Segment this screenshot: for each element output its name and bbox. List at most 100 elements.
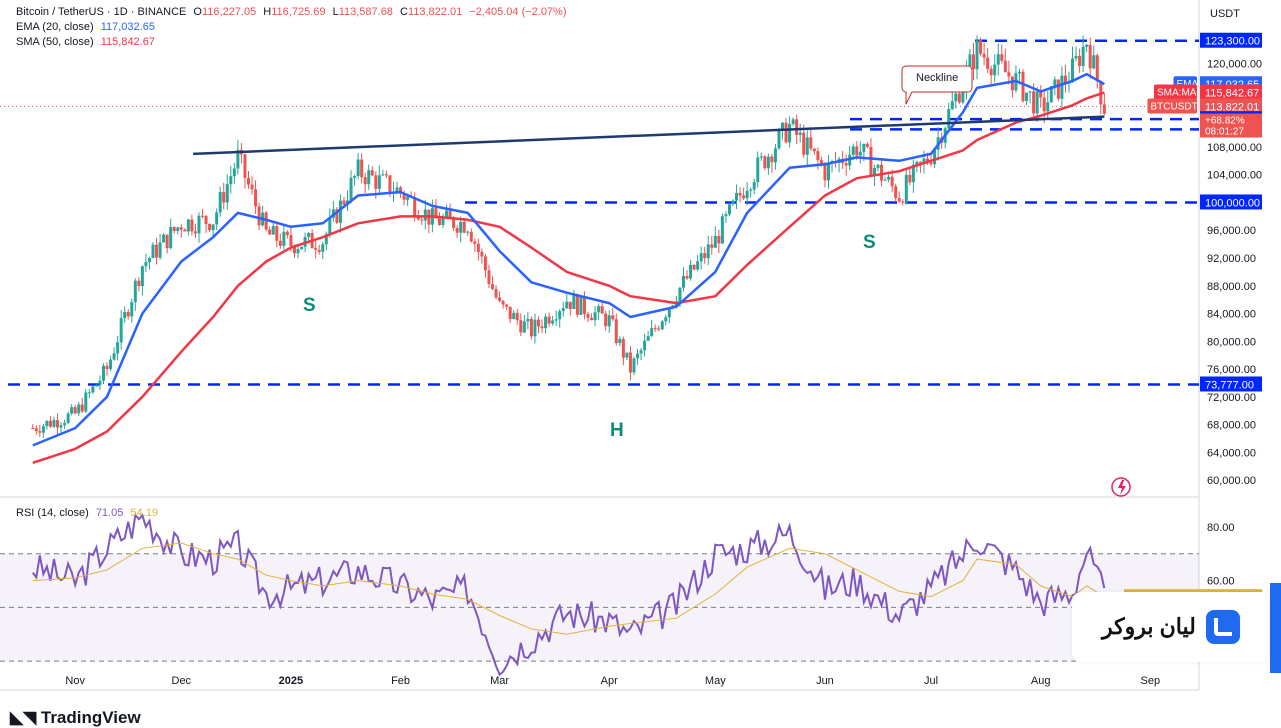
ema-20-line — [32, 72, 1105, 447]
high-label: H — [263, 6, 272, 18]
candle-body — [105, 365, 109, 370]
side-tab[interactable] — [1270, 583, 1281, 673]
candle-body — [607, 315, 611, 327]
candle-body — [954, 93, 958, 102]
rsi-ma-value: 54.19 — [130, 507, 158, 519]
candle-body — [349, 177, 353, 201]
candle-body — [1039, 91, 1043, 98]
time-axis-label: Nov — [65, 675, 85, 687]
candle-body — [933, 149, 937, 165]
candle-body — [367, 170, 371, 185]
candle-body — [1095, 55, 1099, 82]
price-badge-tag — [1147, 98, 1197, 114]
candle-body — [957, 93, 961, 103]
price-badge — [1200, 98, 1262, 114]
candle-body — [1102, 104, 1106, 114]
candle-body — [480, 251, 484, 257]
candle-body — [689, 264, 693, 279]
candle-body — [770, 156, 774, 163]
candle-body — [788, 123, 792, 143]
candle-body — [101, 365, 105, 381]
candle-body — [296, 249, 300, 254]
candle-body — [600, 306, 604, 314]
candle-body — [904, 174, 908, 203]
close-label: C — [400, 6, 408, 18]
lian-broker-logo-icon — [1205, 610, 1240, 644]
candle-body — [897, 198, 901, 202]
candle-body — [809, 137, 813, 149]
candle-body — [229, 176, 233, 185]
ema-legend[interactable]: EMA (20, close) 117,032.65 — [16, 20, 155, 34]
time-axis-label: Mar — [490, 675, 509, 687]
candle-body — [554, 319, 558, 321]
candle-body — [254, 189, 258, 207]
price-tick-label: 68,000.00 — [1207, 420, 1256, 432]
sma-label: SMA (50, close) — [16, 36, 94, 48]
candle-body — [713, 235, 717, 248]
candle-body — [660, 321, 664, 330]
candle-body — [805, 137, 809, 155]
rsi-legend[interactable]: RSI (14, close) 71.05 54.19 — [16, 506, 158, 520]
candle-body — [1035, 91, 1039, 114]
neckline-label: Neckline — [916, 72, 958, 84]
candle-body — [961, 87, 965, 103]
candle-body — [901, 201, 905, 203]
candle-body — [798, 132, 802, 135]
change-badge — [1200, 113, 1262, 138]
low-label: L — [332, 6, 339, 18]
candle-body — [565, 301, 569, 309]
candle-body — [572, 295, 576, 310]
candle-body — [215, 212, 219, 225]
candle-body — [473, 241, 477, 244]
candle-body — [979, 40, 983, 54]
candle-body — [80, 404, 84, 412]
candle-body — [201, 215, 205, 217]
candle-body — [826, 163, 830, 181]
candle-body — [579, 296, 583, 315]
price-badge — [1200, 84, 1262, 100]
candle-body — [855, 146, 859, 156]
open-label: O — [193, 6, 202, 18]
candle-body — [155, 244, 159, 258]
candle-body — [483, 256, 487, 271]
candle-body — [77, 404, 81, 414]
candle-body — [1046, 102, 1050, 112]
price-badge-text: 115,842.67 — [1205, 88, 1259, 100]
price-badge-tag-text: SMA:MA — [1157, 88, 1197, 99]
sma-legend[interactable]: SMA (50, close) 115,842.67 — [16, 35, 155, 49]
candle-body — [94, 384, 98, 387]
price-tick-label: 64,000.00 — [1207, 447, 1256, 459]
lightning-icon — [1118, 480, 1126, 495]
candle-body — [130, 302, 134, 317]
candle-body — [34, 428, 38, 432]
candle-body — [1010, 76, 1014, 91]
candle-body — [1028, 91, 1032, 93]
symbol-title: Bitcoin / TetherUS · 1D · BINANCE — [16, 6, 187, 18]
candle-body — [487, 270, 491, 285]
candle-body — [193, 231, 197, 234]
candle-body — [31, 428, 35, 430]
candle-body — [462, 221, 466, 233]
candle-body — [1032, 91, 1036, 114]
candle-body — [766, 156, 770, 169]
candle-body — [491, 284, 495, 289]
candle-body — [512, 312, 516, 320]
candle-body — [971, 54, 975, 70]
price-tick-label: 96,000.00 — [1207, 225, 1256, 237]
candle-body — [126, 311, 130, 317]
candle-body — [1092, 55, 1096, 69]
candle-body — [908, 174, 912, 183]
candle-body — [816, 151, 820, 161]
candle-body — [1025, 92, 1029, 102]
candle-body — [657, 328, 661, 330]
time-axis-label: May — [705, 675, 726, 687]
candle-body — [844, 163, 848, 166]
candle-body — [664, 317, 668, 322]
candle-body — [858, 151, 862, 156]
neckline-callout — [901, 65, 973, 105]
candle-body — [162, 234, 166, 243]
candle-body — [1071, 58, 1075, 82]
candle-body — [717, 235, 721, 244]
rsi-tick-label: 60.00 — [1207, 576, 1235, 588]
